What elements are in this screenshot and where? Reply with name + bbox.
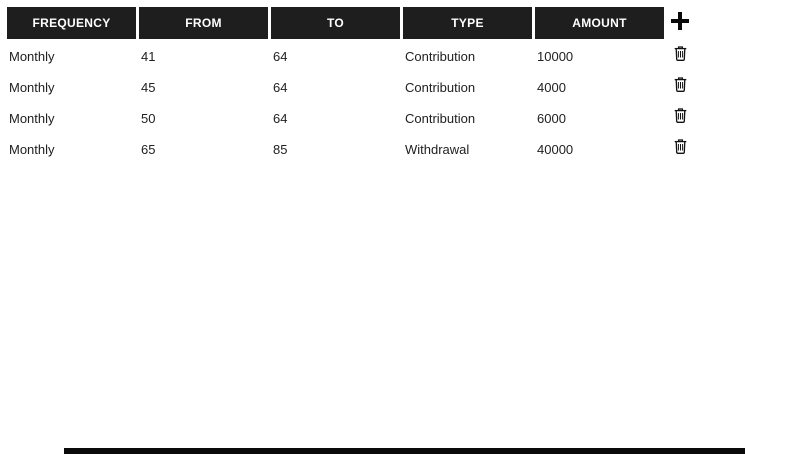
cell-frequency: Monthly bbox=[9, 110, 55, 126]
cell-type: Contribution bbox=[405, 79, 476, 95]
cell-frequency: Monthly bbox=[9, 79, 55, 95]
cell-frequency: Monthly bbox=[9, 141, 55, 157]
cell-amount: 40000 bbox=[537, 141, 574, 157]
header-type: TYPE bbox=[403, 7, 532, 39]
cell-amount: 4000 bbox=[537, 79, 566, 95]
delete-row-button[interactable] bbox=[674, 77, 687, 92]
trash-icon bbox=[674, 108, 687, 126]
cell-from: 41 bbox=[141, 48, 156, 64]
table-header: FREQUENCY FROM TO TYPE AMOUNT bbox=[7, 7, 693, 39]
cell-to: 85 bbox=[273, 141, 288, 157]
cell-from: 45 bbox=[141, 79, 156, 95]
delete-row-button[interactable] bbox=[674, 139, 687, 154]
cell-to: 64 bbox=[273, 48, 288, 64]
table-body: Monthly 41 64 Contribution 10000 Monthly… bbox=[7, 42, 693, 163]
cell-amount: 6000 bbox=[537, 110, 566, 126]
horizontal-scrollbar[interactable] bbox=[64, 448, 745, 454]
cell-to: 64 bbox=[273, 110, 288, 126]
cell-type: Withdrawal bbox=[405, 141, 470, 157]
table-row: Monthly 50 64 Contribution 6000 bbox=[7, 104, 693, 132]
cell-from: 50 bbox=[141, 110, 156, 126]
header-row: FREQUENCY FROM TO TYPE AMOUNT bbox=[7, 7, 693, 39]
cashflow-table: FREQUENCY FROM TO TYPE AMOUNT Monthly 41… bbox=[4, 4, 696, 166]
table-row: Monthly 41 64 Contribution 10000 bbox=[7, 42, 693, 70]
header-actions bbox=[667, 7, 693, 39]
cell-type: Contribution bbox=[405, 48, 476, 64]
cell-frequency: Monthly bbox=[9, 48, 55, 64]
header-from: FROM bbox=[139, 7, 268, 39]
cell-amount: 10000 bbox=[537, 48, 574, 64]
header-to: TO bbox=[271, 7, 400, 39]
table-row: Monthly 65 85 Withdrawal 40000 bbox=[7, 135, 693, 163]
delete-row-button[interactable] bbox=[674, 108, 687, 123]
trash-icon bbox=[674, 46, 687, 64]
delete-row-button[interactable] bbox=[674, 46, 687, 61]
table-row: Monthly 45 64 Contribution 4000 bbox=[7, 73, 693, 101]
header-amount: AMOUNT bbox=[535, 7, 664, 39]
cell-from: 65 bbox=[141, 141, 156, 157]
header-frequency: FREQUENCY bbox=[7, 7, 136, 39]
add-row-button[interactable] bbox=[671, 11, 689, 33]
trash-icon bbox=[674, 77, 687, 95]
cell-type: Contribution bbox=[405, 110, 476, 126]
trash-icon bbox=[674, 139, 687, 157]
plus-icon bbox=[671, 11, 689, 33]
cell-to: 64 bbox=[273, 79, 288, 95]
